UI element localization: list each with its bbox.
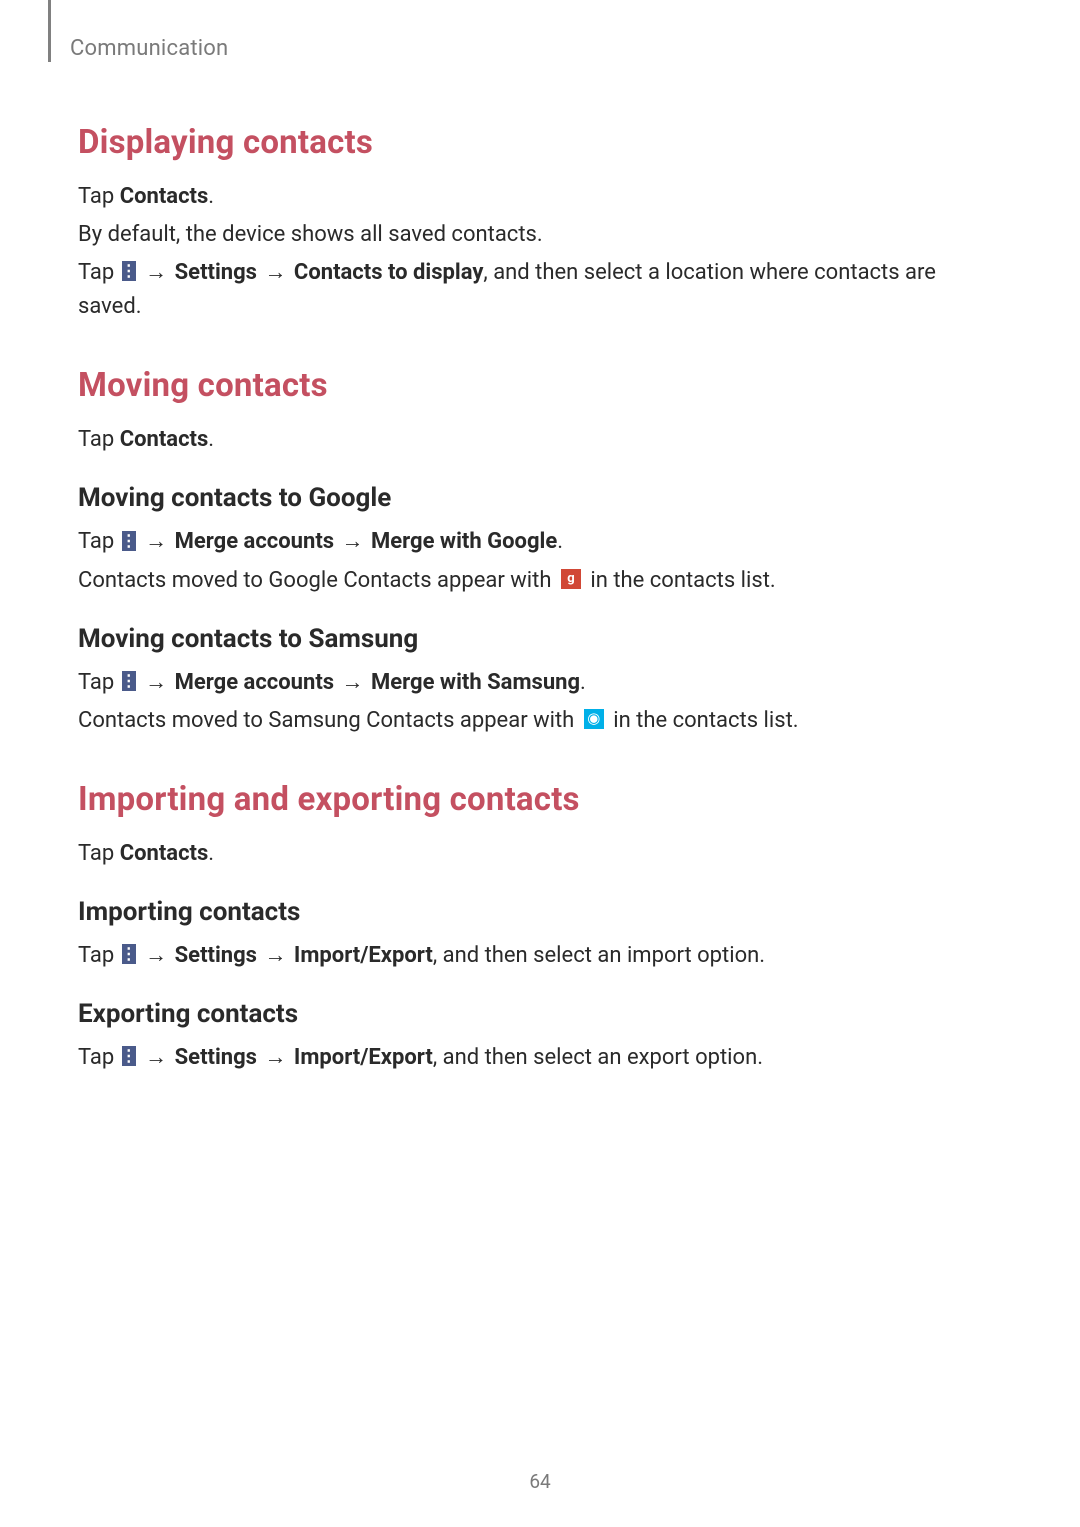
bold-text: Contacts [120, 841, 209, 866]
bold-text: Contacts [120, 184, 209, 209]
bold-text: Import/Export [294, 943, 433, 968]
section-heading-moving: Moving contacts [78, 366, 1002, 405]
more-options-icon [122, 944, 136, 964]
page-body: Communication Displaying contacts Tap Co… [0, 0, 1080, 1075]
more-options-icon [122, 1046, 136, 1066]
bold-text: Settings [175, 1045, 257, 1070]
body-text: Tap → Merge accounts → Merge with Samsun… [78, 666, 1002, 700]
bold-text: Merge with Google [371, 529, 557, 554]
more-options-icon [122, 261, 136, 281]
body-text: Tap → Settings → Import/Export, and then… [78, 1041, 1002, 1075]
arrow-icon: → [340, 529, 366, 554]
text-fragment: Tap [78, 1045, 120, 1070]
section-heading-displaying: Displaying contacts [78, 123, 1002, 162]
text-fragment: , and then select an import option. [433, 943, 765, 968]
arrow-icon: → [143, 1045, 169, 1070]
samsung-icon [584, 709, 604, 729]
bold-text: Merge accounts [175, 529, 334, 554]
arrow-icon: → [262, 1045, 288, 1070]
arrow-icon: → [143, 260, 169, 285]
subsection-heading-importing: Importing contacts [78, 897, 1002, 927]
more-options-icon [122, 531, 136, 551]
text-fragment: Tap [78, 260, 120, 285]
bold-text: Settings [175, 260, 257, 285]
bold-text: Contacts to display [294, 260, 483, 285]
google-icon [561, 569, 581, 589]
text-fragment: Tap [78, 427, 120, 452]
body-text: Tap Contacts. [78, 837, 1002, 871]
body-text: Contacts moved to Samsung Contacts appea… [78, 704, 1002, 738]
text-fragment: Contacts moved to Samsung Contacts appea… [78, 708, 580, 733]
text-fragment: Tap [78, 184, 120, 209]
text-fragment: . [208, 841, 214, 866]
text-fragment: Tap [78, 670, 120, 695]
header-rule [48, 0, 51, 62]
text-fragment: . [580, 670, 586, 695]
bold-text: Merge accounts [175, 670, 334, 695]
arrow-icon: → [262, 260, 288, 285]
section-heading-importexport: Importing and exporting contacts [78, 780, 1002, 819]
subsection-heading-moving-samsung: Moving contacts to Samsung [78, 624, 1002, 654]
text-fragment: Tap [78, 529, 120, 554]
arrow-icon: → [340, 670, 366, 695]
body-text: Tap → Settings → Contacts to display, an… [78, 256, 1002, 324]
text-fragment: . [557, 529, 563, 554]
body-text: Tap → Settings → Import/Export, and then… [78, 939, 1002, 973]
text-fragment: Contacts moved to Google Contacts appear… [78, 568, 557, 593]
text-fragment: . [208, 427, 214, 452]
arrow-icon: → [143, 670, 169, 695]
bold-text: Import/Export [294, 1045, 433, 1070]
text-fragment: in the contacts list. [608, 708, 799, 733]
bold-text: Contacts [120, 427, 209, 452]
arrow-icon: → [143, 529, 169, 554]
text-fragment: Tap [78, 943, 120, 968]
body-text: By default, the device shows all saved c… [78, 218, 1002, 252]
text-fragment: in the contacts list. [585, 568, 776, 593]
arrow-icon: → [262, 943, 288, 968]
body-text: Tap → Merge accounts → Merge with Google… [78, 525, 1002, 559]
text-fragment: Tap [78, 841, 120, 866]
bold-text: Settings [175, 943, 257, 968]
subsection-heading-exporting: Exporting contacts [78, 999, 1002, 1029]
body-text: Tap Contacts. [78, 423, 1002, 457]
bold-text: Merge with Samsung [371, 670, 580, 695]
breadcrumb: Communication [70, 36, 1002, 61]
subsection-heading-moving-google: Moving contacts to Google [78, 483, 1002, 513]
arrow-icon: → [143, 943, 169, 968]
text-fragment: , and then select an export option. [433, 1045, 763, 1070]
body-text: Contacts moved to Google Contacts appear… [78, 564, 1002, 598]
text-fragment: . [208, 184, 214, 209]
more-options-icon [122, 671, 136, 691]
page-number: 64 [0, 1470, 1080, 1493]
body-text: Tap Contacts. [78, 180, 1002, 214]
